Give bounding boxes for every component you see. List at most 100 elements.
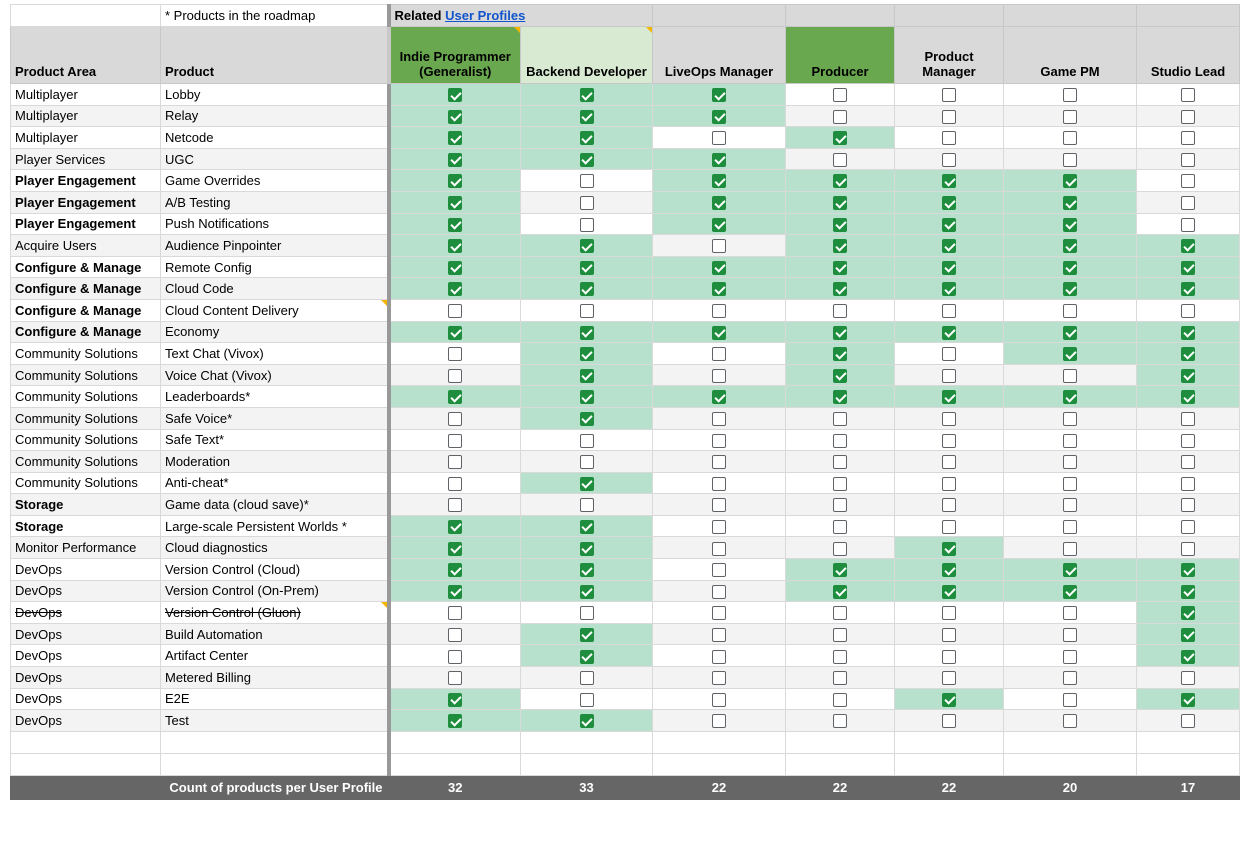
product-cell[interactable]: Large-scale Persistent Worlds * — [160, 514, 391, 538]
checkbox-unchecked[interactable] — [833, 498, 848, 513]
checkbox-unchecked[interactable] — [712, 131, 727, 146]
empty-cell[interactable] — [785, 752, 896, 776]
checkbox-checked[interactable] — [579, 390, 594, 405]
checkbox-checked[interactable] — [942, 563, 957, 578]
checkbox-unchecked[interactable] — [1063, 109, 1078, 124]
profile-count[interactable]: 17 — [1136, 774, 1241, 800]
empty-cell[interactable] — [10, 752, 161, 776]
checkbox-unchecked[interactable] — [1181, 411, 1196, 426]
checkbox-unchecked[interactable] — [1063, 88, 1078, 103]
checkbox-checked[interactable] — [942, 692, 957, 707]
product-area-cell[interactable]: Player Services — [10, 147, 161, 171]
checkbox-checked[interactable] — [833, 325, 848, 340]
checkbox-checked[interactable] — [579, 239, 594, 254]
checkbox-unchecked[interactable] — [712, 714, 727, 729]
checkbox-checked[interactable] — [712, 152, 727, 167]
product-area-cell[interactable]: DevOps — [10, 709, 161, 732]
product-cell[interactable]: Version Control (Cloud) — [160, 558, 391, 581]
checkbox-checked[interactable] — [448, 714, 463, 729]
checkbox-unchecked[interactable] — [1181, 541, 1196, 556]
product-cell[interactable]: Version Control (Gluon) — [160, 601, 391, 624]
product-cell[interactable]: Netcode — [160, 126, 391, 149]
checkbox-unchecked[interactable] — [833, 455, 848, 470]
checkbox-unchecked[interactable] — [712, 627, 727, 642]
checkbox-checked[interactable] — [833, 584, 848, 599]
header-product[interactable]: Product — [160, 26, 391, 84]
product-cell[interactable]: Cloud Content Delivery — [160, 298, 391, 322]
checkbox-unchecked[interactable] — [833, 304, 848, 319]
checkbox-unchecked[interactable] — [1181, 433, 1196, 448]
checkbox-unchecked[interactable] — [942, 455, 957, 470]
checkbox-unchecked[interactable] — [448, 606, 463, 621]
product-cell[interactable]: Build Automation — [160, 622, 391, 646]
empty-cell[interactable] — [894, 730, 1005, 754]
product-area-cell[interactable]: DevOps — [10, 558, 161, 581]
product-area-cell[interactable]: Configure & Manage — [10, 320, 161, 344]
product-cell[interactable]: Push Notifications — [160, 212, 391, 236]
checkbox-checked[interactable] — [712, 88, 727, 103]
checkbox-checked[interactable] — [712, 196, 727, 211]
checkbox-unchecked[interactable] — [833, 541, 848, 556]
checkbox-checked[interactable] — [1063, 282, 1078, 297]
checkbox-checked[interactable] — [448, 282, 463, 297]
product-area-cell[interactable]: Player Engagement — [10, 212, 161, 236]
profile-count[interactable]: 20 — [1003, 774, 1138, 800]
checkbox-unchecked[interactable] — [942, 649, 957, 664]
checkbox-checked[interactable] — [833, 390, 848, 405]
checkbox-checked[interactable] — [1181, 563, 1196, 578]
checkbox-checked[interactable] — [1181, 584, 1196, 599]
empty-cell[interactable] — [160, 752, 391, 776]
empty-cell[interactable] — [519, 730, 654, 754]
checkbox-unchecked[interactable] — [833, 88, 848, 103]
empty-cell[interactable] — [388, 730, 521, 754]
checkbox-unchecked[interactable] — [942, 88, 957, 103]
checkbox-unchecked[interactable] — [833, 152, 848, 167]
checkbox-unchecked[interactable] — [942, 109, 957, 124]
checkbox-unchecked[interactable] — [942, 304, 957, 319]
checkbox-unchecked[interactable] — [1063, 476, 1078, 491]
checkbox-checked[interactable] — [1181, 325, 1196, 340]
product-area-cell[interactable]: Acquire Users — [10, 234, 161, 257]
checkbox-unchecked[interactable] — [1063, 368, 1078, 383]
product-cell[interactable]: Metered Billing — [160, 666, 391, 689]
checkbox-checked[interactable] — [448, 217, 463, 232]
empty-cell[interactable] — [10, 730, 161, 754]
header-studio-lead[interactable]: Studio Lead — [1136, 26, 1241, 84]
checkbox-unchecked[interactable] — [942, 714, 957, 729]
checkbox-checked[interactable] — [712, 217, 727, 232]
empty-cell[interactable] — [652, 4, 787, 27]
checkbox-unchecked[interactable] — [579, 174, 594, 189]
checkbox-unchecked[interactable] — [833, 606, 848, 621]
checkbox-checked[interactable] — [942, 282, 957, 297]
checkbox-checked[interactable] — [1181, 649, 1196, 664]
checkbox-unchecked[interactable] — [712, 368, 727, 383]
empty-cell[interactable] — [894, 752, 1005, 776]
product-cell[interactable]: Test — [160, 709, 391, 732]
product-area-cell[interactable]: Multiplayer — [10, 83, 161, 106]
checkbox-checked[interactable] — [1063, 260, 1078, 275]
related-profiles-cell[interactable]: Related User Profiles — [387, 4, 654, 27]
empty-cell[interactable] — [785, 4, 896, 27]
empty-cell[interactable] — [1136, 4, 1241, 27]
checkbox-checked[interactable] — [448, 260, 463, 275]
checkbox-checked[interactable] — [579, 152, 594, 167]
profile-count[interactable]: 22 — [652, 774, 787, 800]
user-profiles-link[interactable]: User Profiles — [445, 8, 526, 23]
product-area-cell[interactable]: Player Engagement — [10, 190, 161, 214]
checkbox-unchecked[interactable] — [1063, 714, 1078, 729]
product-cell[interactable]: UGC — [160, 147, 391, 171]
checkbox-checked[interactable] — [942, 260, 957, 275]
product-area-cell[interactable]: Community Solutions — [10, 363, 161, 387]
checkbox-unchecked[interactable] — [579, 498, 594, 513]
checkbox-unchecked[interactable] — [448, 476, 463, 491]
checkbox-unchecked[interactable] — [579, 196, 594, 211]
checkbox-checked[interactable] — [712, 325, 727, 340]
checkbox-checked[interactable] — [448, 152, 463, 167]
checkbox-checked[interactable] — [1063, 584, 1078, 599]
product-cell[interactable]: Game data (cloud save)* — [160, 493, 391, 516]
profile-count[interactable]: 22 — [894, 774, 1005, 800]
empty-cell[interactable] — [519, 752, 654, 776]
product-area-cell[interactable]: DevOps — [10, 601, 161, 624]
checkbox-checked[interactable] — [833, 347, 848, 362]
checkbox-unchecked[interactable] — [579, 217, 594, 232]
